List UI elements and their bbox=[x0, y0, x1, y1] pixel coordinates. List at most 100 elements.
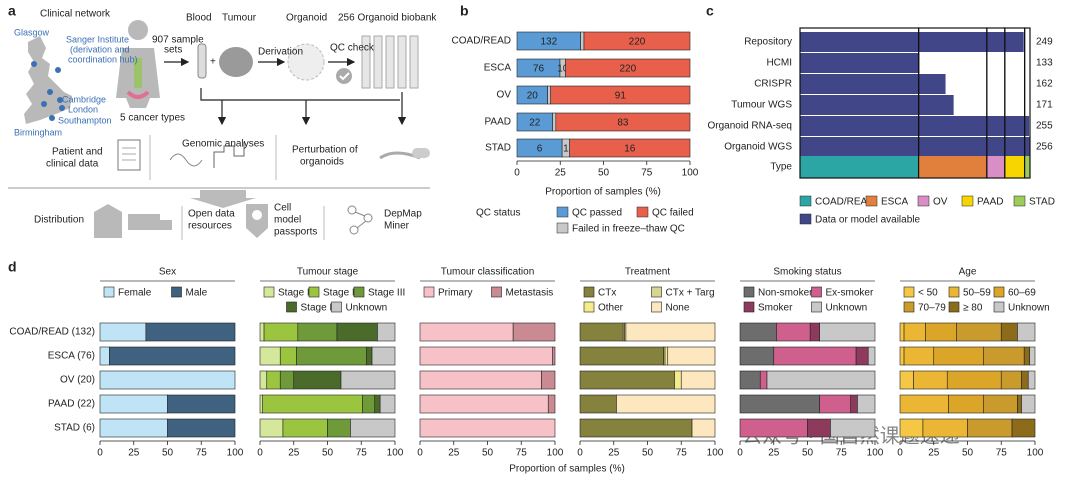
legend-label: Stage I bbox=[278, 288, 310, 299]
bar-segment bbox=[1021, 370, 1029, 390]
legend-swatch bbox=[636, 206, 649, 218]
label: Organoid bbox=[286, 13, 327, 24]
bar-segment bbox=[616, 394, 716, 414]
biobank-tubes bbox=[361, 35, 419, 89]
label: Perturbation of bbox=[292, 145, 358, 156]
bar-segment bbox=[674, 370, 682, 390]
value-label: 1 bbox=[563, 144, 569, 155]
uk-map bbox=[24, 36, 72, 124]
bar-segment bbox=[1021, 394, 1036, 414]
legend-swatch bbox=[948, 301, 960, 313]
bar-segment bbox=[569, 138, 691, 158]
bar-segment bbox=[948, 394, 984, 414]
bar-segment bbox=[583, 31, 691, 51]
legend-label: Smoker bbox=[758, 303, 793, 314]
legend-title: QC status bbox=[476, 208, 520, 219]
bar-segment bbox=[664, 346, 669, 366]
legend-swatch bbox=[263, 286, 275, 298]
bar-segment bbox=[512, 322, 556, 342]
panel-label: b bbox=[460, 3, 469, 19]
x-tick-label: 100 bbox=[227, 448, 244, 459]
legend-label: Non-smoker bbox=[758, 288, 813, 299]
label: organoids bbox=[300, 157, 344, 168]
legend-swatch bbox=[491, 286, 502, 298]
row-count: 133 bbox=[1036, 58, 1053, 69]
type-cell bbox=[800, 156, 919, 178]
bar-segment bbox=[419, 394, 549, 414]
legend-swatch bbox=[903, 301, 915, 313]
bar-segment bbox=[579, 418, 693, 438]
chart-title: Tumour classification bbox=[441, 267, 535, 278]
bar-segment bbox=[259, 370, 268, 390]
chart-title: Treatment bbox=[625, 267, 670, 278]
chart-title: Tumour stage bbox=[297, 267, 359, 278]
bar-segment bbox=[419, 418, 556, 438]
bar-segment bbox=[350, 418, 396, 438]
row-label: Organoid RNA-seq bbox=[708, 121, 792, 132]
bar-segment bbox=[579, 370, 675, 390]
plus: + bbox=[210, 57, 216, 68]
value-label: 6 bbox=[537, 144, 543, 155]
arrow bbox=[200, 88, 400, 124]
schematic-text: Clinical network Glasgow Sanger Institut… bbox=[14, 9, 437, 238]
x-tick-label: 75 bbox=[996, 448, 1008, 459]
clipboard bbox=[117, 139, 141, 171]
bar-segment bbox=[366, 346, 373, 366]
type-cell bbox=[1024, 156, 1030, 178]
bar-segment bbox=[739, 322, 777, 342]
bar-segment bbox=[547, 85, 551, 105]
legend-swatch bbox=[651, 301, 662, 313]
bar-segment bbox=[819, 394, 852, 414]
bar-segment bbox=[925, 322, 958, 342]
schematic: + bbox=[8, 20, 430, 240]
bar-segment bbox=[99, 418, 168, 438]
legend-swatch bbox=[743, 286, 755, 298]
x-tick-label: 0 bbox=[737, 448, 743, 459]
legend-swatch bbox=[331, 301, 342, 313]
x-tick-label: 50 bbox=[802, 448, 814, 459]
bar-segment bbox=[899, 346, 905, 366]
bar-segment bbox=[1000, 322, 1018, 342]
bar-segment bbox=[773, 346, 857, 366]
bar-segment bbox=[579, 394, 617, 414]
heatmap-cell bbox=[800, 116, 1030, 136]
bar-segment bbox=[555, 112, 691, 132]
bar-segment bbox=[809, 322, 820, 342]
bar-segment bbox=[297, 322, 338, 342]
legend-label: QC failed bbox=[652, 208, 694, 219]
bar-segment bbox=[830, 418, 876, 438]
x-tick-label: 50 bbox=[598, 168, 610, 179]
bar-segment bbox=[913, 370, 948, 390]
legend-label: 60–69 bbox=[1008, 288, 1036, 299]
city: Sanger Institute bbox=[66, 34, 129, 44]
legend-swatch bbox=[811, 301, 822, 313]
legend-swatch bbox=[308, 286, 320, 298]
bar-segment bbox=[99, 370, 236, 390]
bar-segment bbox=[259, 394, 263, 414]
legend-label: CTx + Targ bbox=[666, 288, 715, 299]
legend-swatch bbox=[171, 286, 182, 298]
bar-segment bbox=[340, 370, 396, 390]
x-tick-label: 0 bbox=[97, 448, 103, 459]
label: DepMap bbox=[384, 209, 422, 220]
bar-segment bbox=[99, 346, 110, 366]
legend-label: PAAD bbox=[977, 197, 1004, 208]
type-cell bbox=[986, 156, 1005, 178]
blood-tube bbox=[197, 43, 207, 79]
x-tick-label: 0 bbox=[514, 168, 520, 179]
row-label: Organoid WGS bbox=[724, 142, 792, 153]
legend-label: STAD bbox=[1029, 197, 1055, 208]
bar-segment bbox=[99, 394, 168, 414]
label: Clinical network bbox=[40, 9, 111, 20]
legend-swatch bbox=[743, 301, 755, 313]
x-tick-label: 75 bbox=[516, 448, 528, 459]
bar-segment bbox=[667, 346, 716, 366]
x-tick-label: 50 bbox=[162, 448, 174, 459]
bar-segment bbox=[263, 322, 299, 342]
panel-label: d bbox=[8, 259, 17, 275]
legend-label: QC passed bbox=[572, 208, 622, 219]
bar-segment bbox=[899, 418, 924, 438]
row-count: 256 bbox=[1036, 142, 1053, 153]
organoid-icon bbox=[287, 43, 325, 81]
bar-segment bbox=[259, 418, 284, 438]
